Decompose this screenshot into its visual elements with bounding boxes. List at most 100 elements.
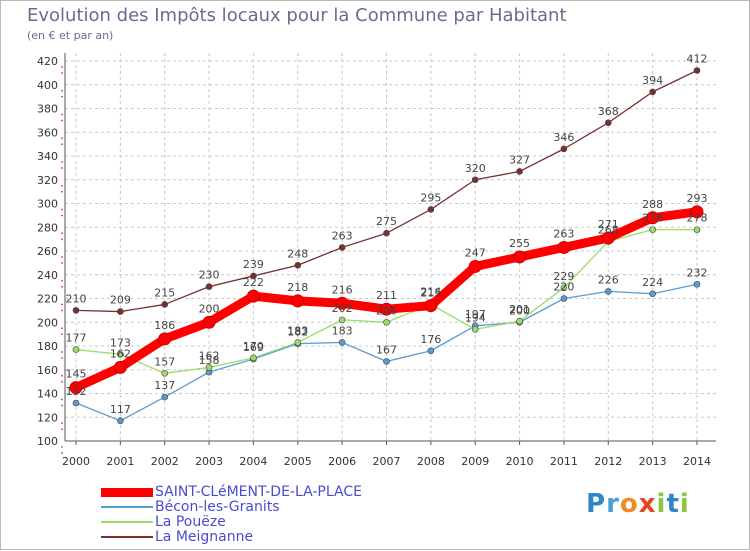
y-tick-label: 260 (37, 245, 58, 258)
data-label: 346 (553, 131, 574, 144)
data-point (513, 250, 527, 264)
data-point (338, 244, 346, 251)
legend-item: SAINT-CLéMENT-DE-LA-PLACE (101, 485, 521, 500)
x-tick-label: 2003 (195, 455, 223, 468)
data-label: 176 (420, 333, 441, 346)
data-label: 293 (687, 192, 708, 205)
legend-item: La Meignanne (101, 530, 521, 545)
data-point (693, 280, 701, 288)
data-point (560, 295, 568, 302)
data-point (471, 176, 479, 184)
data-label: 162 (199, 349, 220, 362)
data-point (161, 393, 169, 401)
y-minor-tick (61, 66, 63, 68)
y-minor-tick (61, 351, 63, 353)
x-tick-label: 2004 (239, 455, 267, 468)
y-minor-tick (61, 404, 63, 407)
x-tick-label: 2010 (506, 455, 534, 468)
legend-swatch (101, 521, 153, 523)
data-point (516, 168, 523, 175)
legend-item: Bécon-les-Granits (101, 500, 521, 515)
y-tick-label: 400 (37, 79, 58, 92)
data-point (161, 370, 169, 377)
legend-label: Bécon-les-Granits (155, 499, 280, 515)
data-point (649, 290, 656, 298)
x-tick-label: 2009 (461, 455, 489, 468)
y-minor-tick (61, 214, 63, 217)
data-point (601, 231, 615, 245)
y-tick-label: 140 (37, 388, 58, 401)
legend-swatch (101, 536, 153, 538)
data-label: 239 (243, 258, 264, 271)
y-minor-tick (61, 184, 63, 187)
data-point (205, 364, 213, 371)
data-point (72, 307, 80, 314)
legend-label: SAINT-CLéMENT-DE-LA-PLACE (155, 484, 362, 500)
x-tick-label: 2006 (328, 455, 356, 468)
plot-area (65, 53, 716, 441)
data-label: 214 (420, 286, 441, 299)
data-point (649, 226, 656, 233)
data-label: 167 (376, 343, 397, 356)
data-point (338, 316, 346, 324)
data-label: 320 (465, 162, 486, 175)
y-minor-tick (61, 137, 63, 140)
data-label: 182 (287, 326, 308, 339)
data-label: 255 (509, 237, 530, 250)
logo-letter: i (679, 489, 690, 519)
data-point (113, 360, 127, 374)
data-label: 248 (287, 247, 308, 260)
data-label: 278 (687, 212, 708, 225)
y-minor-tick (61, 238, 63, 241)
y-minor-tick (61, 279, 63, 282)
data-label: 222 (243, 276, 264, 289)
data-label: 170 (243, 340, 264, 353)
y-minor-tick (61, 143, 63, 146)
data-label: 183 (287, 324, 308, 337)
data-point (202, 315, 216, 329)
data-label: 295 (420, 191, 441, 204)
data-label: 200 (199, 302, 220, 315)
logo-letter: o (619, 489, 639, 519)
y-minor-tick (61, 95, 63, 98)
y-minor-tick (61, 72, 63, 74)
y-minor-tick (61, 190, 63, 193)
data-point (693, 226, 701, 233)
data-label: 211 (376, 289, 397, 302)
data-point (468, 259, 482, 273)
y-tick-label: 320 (37, 174, 58, 187)
logo-letter: t (666, 489, 680, 519)
data-point (693, 67, 701, 74)
y-minor-tick (61, 232, 63, 235)
data-label: 137 (154, 379, 175, 392)
x-tick-label: 2005 (284, 455, 312, 468)
legend-swatch (101, 488, 153, 497)
grid-layer (65, 53, 716, 442)
data-point (383, 358, 390, 365)
data-label: 186 (154, 319, 175, 332)
y-tick-label: 240 (37, 269, 58, 282)
proxiti-logo: Proxiti (586, 489, 690, 519)
data-point (646, 211, 660, 225)
y-minor-tick (61, 119, 63, 122)
data-point (291, 294, 305, 308)
y-tick-label: 280 (37, 221, 58, 234)
data-point (560, 145, 568, 153)
data-point (471, 326, 479, 333)
y-tick-label: 220 (37, 293, 58, 306)
data-label: 368 (598, 105, 619, 118)
data-label: 220 (553, 281, 574, 294)
data-label: 230 (199, 269, 220, 282)
data-label: 177 (66, 332, 87, 345)
y-minor-tick (61, 327, 63, 330)
y-tick-label: 420 (37, 55, 58, 68)
data-label: 216 (332, 283, 353, 296)
y-minor-tick (61, 428, 63, 431)
data-label: 229 (553, 270, 574, 283)
data-point (335, 296, 349, 310)
y-minor-tick (61, 422, 63, 425)
x-tick-label: 2011 (550, 455, 578, 468)
data-label: 169 (243, 341, 264, 354)
data-label: 183 (332, 324, 353, 337)
